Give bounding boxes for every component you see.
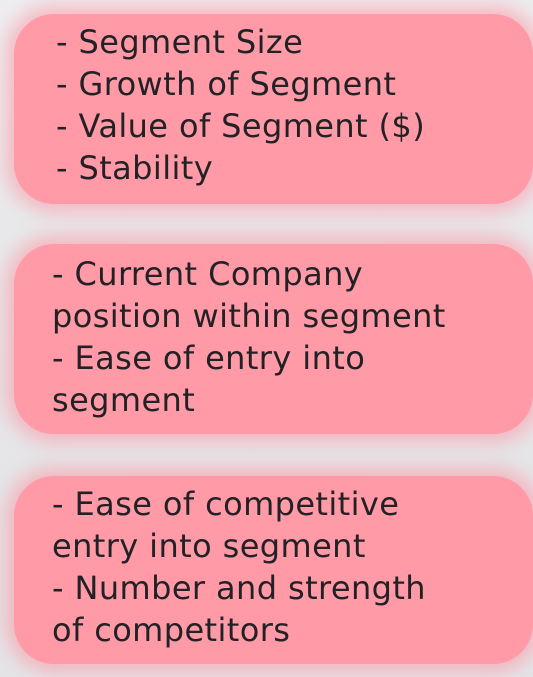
- criteria-item: position within segment: [52, 297, 446, 335]
- criteria-item: - Stability: [56, 149, 214, 187]
- criteria-item: - Current Company: [52, 255, 364, 293]
- criteria-item: - Value of Segment ($): [56, 107, 426, 145]
- criteria-list: - Ease of competitive entry into segment…: [52, 483, 426, 651]
- criteria-item: - Ease of competitive: [52, 485, 400, 523]
- segment-attractiveness-card: - Segment Size - Growth of Segment - Val…: [14, 14, 533, 204]
- criteria-item: entry into segment: [52, 527, 366, 565]
- criteria-list: - Current Company position within segmen…: [52, 253, 446, 421]
- criteria-item: - Ease of entry into: [52, 339, 366, 377]
- criteria-list: - Segment Size - Growth of Segment - Val…: [56, 21, 425, 189]
- competition-card: - Ease of competitive entry into segment…: [14, 476, 533, 664]
- criteria-item: segment: [52, 381, 196, 419]
- criteria-item: of competitors: [52, 611, 291, 649]
- company-position-card: - Current Company position within segmen…: [14, 244, 533, 434]
- criteria-item: - Segment Size: [56, 23, 304, 61]
- criteria-item: - Growth of Segment: [56, 65, 397, 103]
- criteria-item: - Number and strength: [52, 569, 426, 607]
